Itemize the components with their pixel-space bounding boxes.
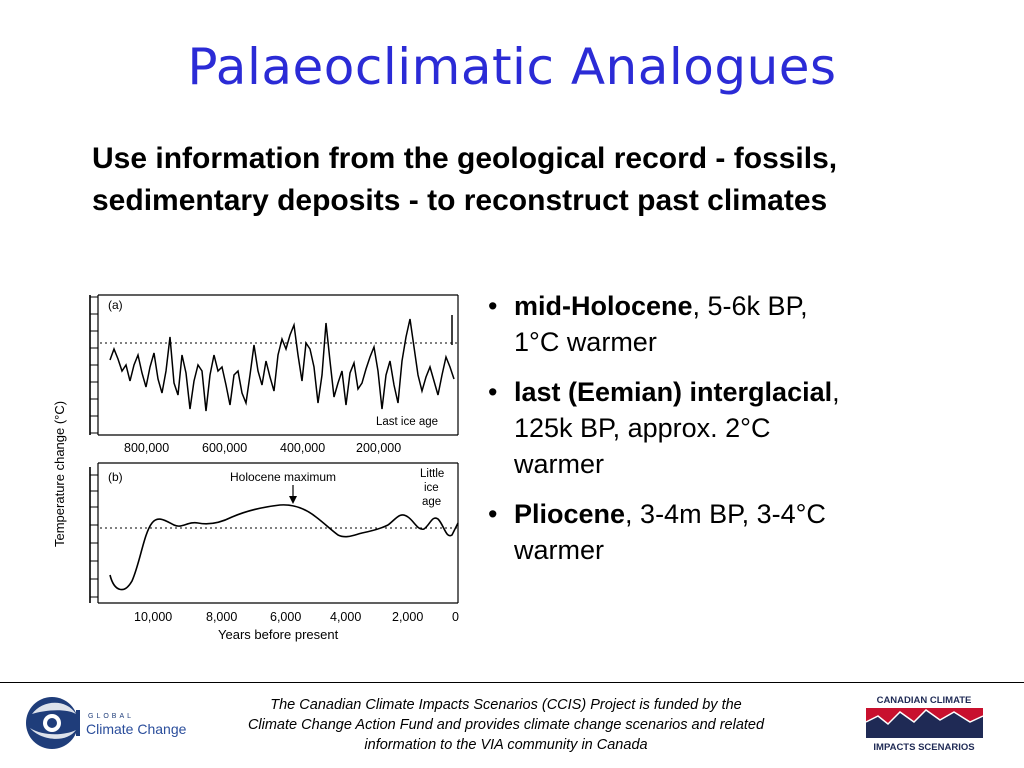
panel-b-curve [109,504,459,591]
bullet-text: 125k BP, approx. 2°C [514,413,771,443]
y-axis-label: Temperature change (°C) [52,401,67,547]
footer-credit: The Canadian Climate Impacts Scenarios (… [196,695,816,755]
logo-global-text: GLOBAL [88,713,134,720]
bullet-bold-mid-holocene: mid-Holocene [514,291,693,321]
temperature-figure: Temperature change (°C) (a) Last ice age… [48,285,470,660]
bullet-bold-pliocene: Pliocene [514,499,626,529]
panel-b-tick-4000: 4,000 [330,610,361,624]
panel-a-tick-600000: 600,000 [202,441,247,455]
panel-b-tick-2000: 2,000 [392,610,423,624]
bullet-dot-icon: • [488,377,498,407]
intro-text: Use information from the geological reco… [92,142,838,217]
panel-b: (b) Holocene maximum Little ice age 10,0… [89,462,459,642]
bullet-text: , 5-6k BP, [692,291,808,321]
footer-divider [0,682,1024,683]
ccis-logo: CANADIAN CLIMATE IMPACTS SCENARIOS [862,692,987,754]
global-climate-change-logo: GLOBAL Climate Change [22,692,187,754]
panel-a-tick-800000: 800,000 [124,441,169,455]
panel-a-tick-200000: 200,000 [356,441,401,455]
bullet-mid-holocene: • mid-Holocene, 5-6k BP, 1°C warmer [488,288,968,360]
last-ice-age-label: Last ice age [376,416,438,428]
panel-b-tick-0: 0 [452,610,459,624]
little-ice-age-label-1: Little [420,468,444,480]
panel-a: (a) Last ice age 800,000 600,000 400,000… [89,294,459,455]
globe-logo-icon: GLOBAL Climate Change [26,697,187,749]
holocene-maximum-label: Holocene maximum [230,470,336,484]
ccis-logo-line1: CANADIAN CLIMATE [877,695,972,706]
bullet-text: warmer [514,535,605,565]
ccis-logo-icon: CANADIAN CLIMATE IMPACTS SCENARIOS [865,695,984,753]
little-ice-age-label-3: age [422,496,441,508]
temperature-figure-svg: Temperature change (°C) (a) Last ice age… [52,294,459,642]
little-ice-age-label-2: ice [424,482,439,494]
slide-title: Palaeoclimatic Analogues [187,38,837,96]
bullet-text: , 3-4m BP, 3-4°C [625,499,826,529]
panel-a-tag: (a) [108,298,123,312]
panel-a-curve [109,318,455,412]
panel-b-tag: (b) [108,470,123,484]
panel-b-tick-6000: 6,000 [270,610,301,624]
ccis-logo-line2: IMPACTS SCENARIOS [873,742,974,753]
x-axis-label: Years before present [218,627,339,642]
bullet-pliocene: • Pliocene, 3-4m BP, 3-4°C warmer [488,496,968,568]
bullet-list: • mid-Holocene, 5-6k BP, 1°C warmer • la… [488,288,968,582]
panel-b-tick-8000: 8,000 [206,610,237,624]
panel-a-tick-400000: 400,000 [280,441,325,455]
holocene-arrowhead-icon [289,496,297,504]
bullet-text: warmer [514,449,605,479]
footer-line-2: Climate Change Action Fund and provides … [247,717,765,733]
footer-line-1: The Canadian Climate Impacts Scenarios (… [270,697,742,713]
bullet-dot-icon: • [488,499,498,529]
bullet-text: 1°C warmer [514,327,657,357]
logo-climate-change-text: Climate Change [86,721,187,737]
footer-line-3: information to the VIA community in Cana… [364,737,648,753]
bullet-text: , [832,377,840,407]
bullet-bold-eemian: last (Eemian) interglacial [514,377,833,407]
bullet-eemian: • last (Eemian) interglacial, 125k BP, a… [488,374,968,482]
bullet-dot-icon: • [488,291,498,321]
panel-b-tick-10000: 10,000 [134,610,172,624]
